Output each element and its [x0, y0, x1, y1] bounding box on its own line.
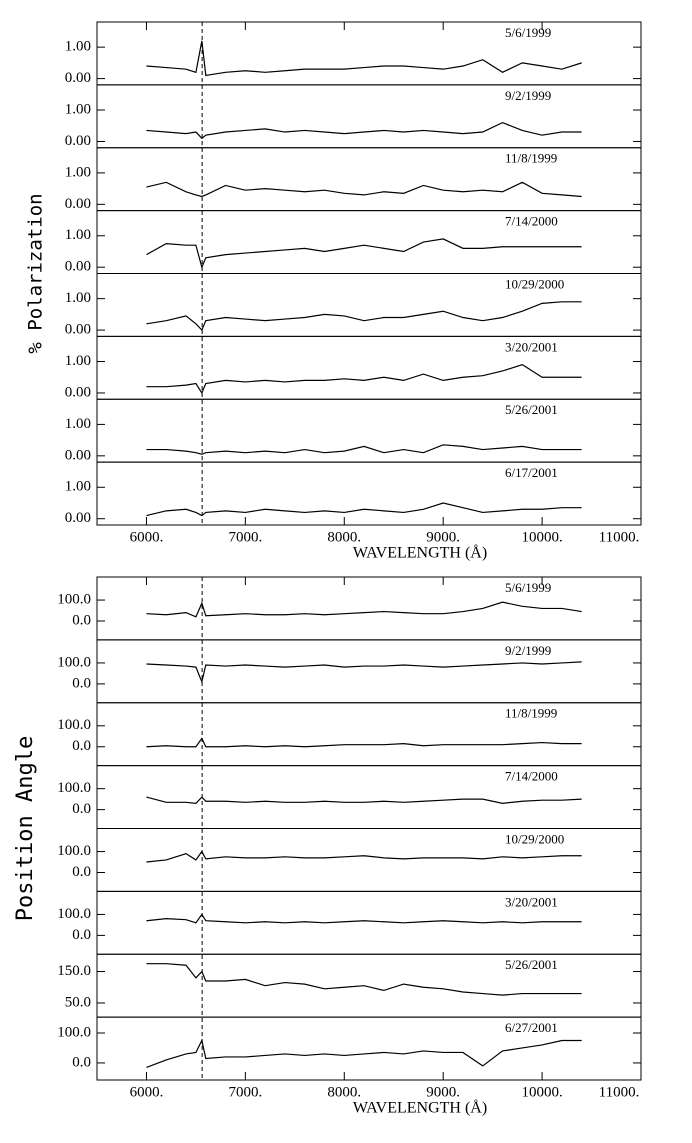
panel-date: 11/8/1999	[505, 151, 557, 166]
y-tick-label: 0.00	[65, 70, 91, 86]
y-tick-label: 1.00	[65, 416, 91, 432]
panel-frame	[96, 1016, 642, 1081]
x-tick-label: 9000.	[426, 529, 460, 545]
y-tick-label: 100.0	[57, 654, 91, 670]
panel-date: 10/29/2000	[505, 276, 564, 291]
data-line	[146, 850, 582, 863]
data-line	[146, 1038, 582, 1068]
y-tick-label: 100.0	[57, 906, 91, 922]
x-tick-label: 6000.	[130, 1084, 164, 1100]
panel-date: 3/20/2001	[505, 894, 558, 909]
y-axis-title: Position Angle	[13, 736, 38, 921]
y-tick-label: 100.0	[57, 843, 91, 859]
data-line	[146, 502, 582, 517]
panel-frame	[96, 639, 642, 704]
y-tick-label: 1.00	[65, 39, 91, 55]
y-tick-label: 0.0	[72, 864, 91, 880]
y-tick-label: 50.0	[65, 994, 91, 1010]
panel-frame	[96, 84, 642, 149]
data-line	[146, 913, 582, 924]
panel-date: 7/14/2000	[505, 769, 558, 784]
x-tick-label: 7000.	[228, 529, 262, 545]
panel-date: 7/14/2000	[505, 214, 558, 229]
y-tick-label: 0.0	[72, 675, 91, 691]
panel-date: 9/2/1999	[505, 643, 551, 658]
x-axis-title: WAVELENGTH (Å)	[353, 544, 487, 562]
y-tick-label: 1.00	[65, 353, 91, 369]
panel-frame	[96, 702, 642, 767]
x-tick-label: 7000.	[228, 1084, 262, 1100]
data-line	[146, 40, 582, 77]
y-tick-label: 1.00	[65, 164, 91, 180]
y-tick-label: 0.00	[65, 133, 91, 149]
panel-frame	[96, 953, 642, 1018]
data-line	[146, 737, 582, 748]
y-tick-label: 1.00	[65, 290, 91, 306]
y-tick-label: 0.00	[65, 384, 91, 400]
x-tick-label: 9000.	[426, 1084, 460, 1100]
y-tick-label: 100.0	[57, 780, 91, 796]
x-tick-label: 11000.	[599, 529, 640, 545]
data-line	[146, 444, 582, 455]
y-tick-label: 0.0	[72, 801, 91, 817]
data-line	[146, 364, 582, 395]
x-axis-title: WAVELENGTH (Å)	[353, 1099, 487, 1117]
panel-date: 5/6/1999	[505, 25, 551, 40]
x-tick-label: 6000.	[130, 529, 164, 545]
y-tick-label: 100.0	[57, 717, 91, 733]
data-line	[146, 796, 582, 804]
panel-date: 6/27/2001	[505, 1020, 558, 1035]
y-tick-label: 0.0	[72, 1054, 91, 1070]
panel-frame	[96, 21, 642, 86]
panel-frame	[96, 890, 642, 955]
panel-date: 5/26/2001	[505, 402, 558, 417]
y-tick-label: 1.00	[65, 101, 91, 117]
x-tick-label: 8000.	[327, 529, 361, 545]
data-line	[146, 301, 582, 332]
x-tick-label: 10000.	[521, 529, 562, 545]
x-tick-label: 10000.	[521, 1084, 562, 1100]
panel-date: 10/29/2000	[505, 831, 564, 846]
panel-frame	[96, 765, 642, 829]
panel-frame	[96, 147, 642, 212]
data-line	[146, 601, 582, 618]
panel-date: 3/20/2001	[505, 339, 558, 354]
y-tick-label: 1.00	[65, 227, 91, 243]
panel-frame	[96, 398, 642, 463]
panel-date: 11/8/1999	[505, 706, 557, 721]
y-axis-title: % Polarization	[25, 193, 47, 353]
y-tick-label: 100.0	[57, 1024, 91, 1040]
y-tick-label: 100.0	[57, 591, 91, 607]
panel-date: 5/26/2001	[505, 957, 558, 972]
y-tick-label: 0.0	[72, 738, 91, 754]
panel-date: 5/6/1999	[505, 580, 551, 595]
data-line	[146, 238, 582, 270]
panel-frame	[96, 210, 642, 274]
y-tick-label: 0.0	[72, 927, 91, 943]
data-line	[146, 181, 582, 198]
panel-frame	[96, 461, 642, 526]
panel-frame	[96, 335, 642, 400]
panel-date: 6/17/2001	[505, 465, 558, 480]
y-tick-label: 0.00	[65, 259, 91, 275]
data-line	[146, 121, 582, 140]
x-tick-label: 11000.	[599, 1084, 640, 1100]
x-tick-label: 8000.	[327, 1084, 361, 1100]
y-tick-label: 1.00	[65, 479, 91, 495]
y-tick-label: 0.0	[72, 612, 91, 628]
y-tick-label: 0.00	[65, 322, 91, 338]
y-tick-label: 0.00	[65, 510, 91, 526]
panel-date: 9/2/1999	[505, 88, 551, 103]
y-tick-label: 150.0	[57, 963, 91, 979]
y-tick-label: 0.00	[65, 196, 91, 212]
data-line	[146, 661, 582, 684]
y-tick-label: 0.00	[65, 447, 91, 463]
